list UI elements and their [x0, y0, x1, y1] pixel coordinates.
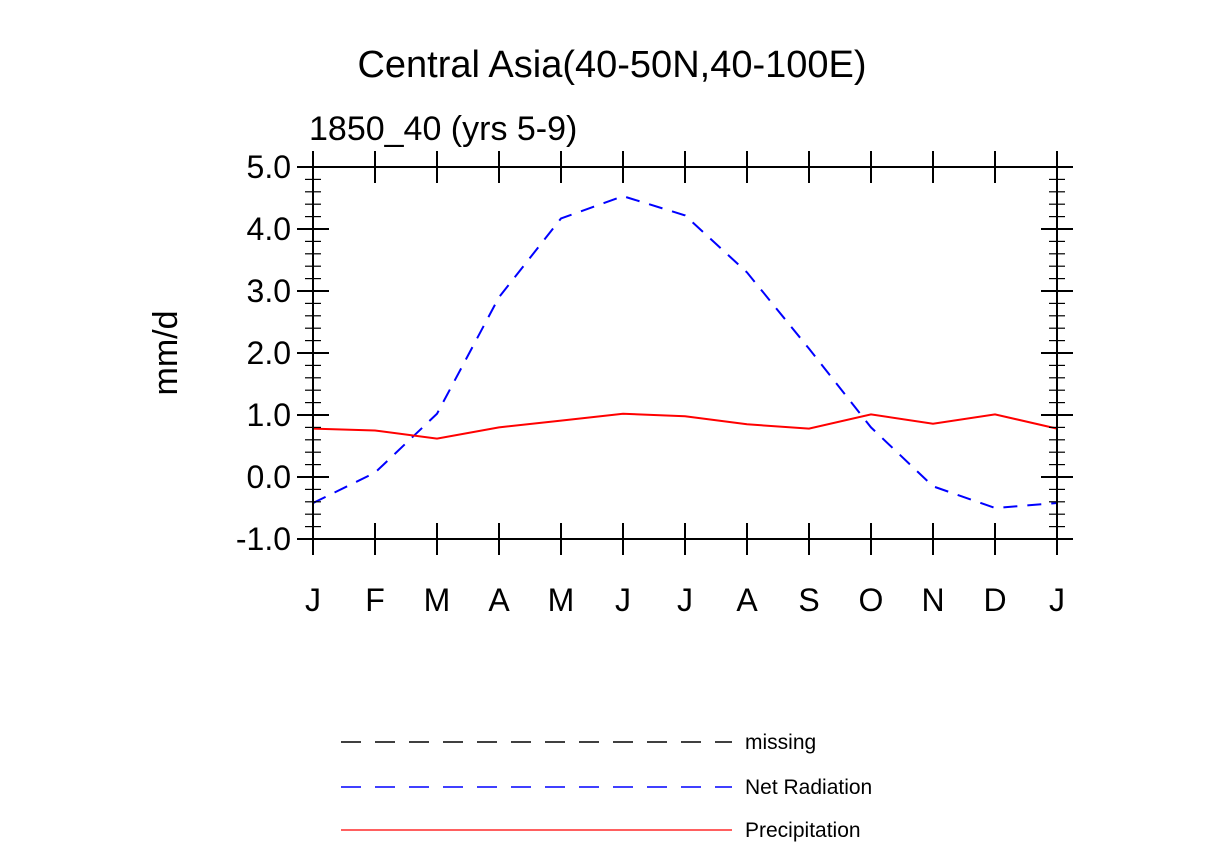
x-tick-label: J [305, 582, 321, 618]
x-tick-label: J [1049, 582, 1065, 618]
x-tick-label: J [615, 582, 631, 618]
legend-label-precipitation: Precipitation [745, 819, 861, 842]
series-layer [312, 195, 1058, 510]
axis-layer: 5.0 4.0 3.0 2.0 1.0 0.0 -1.0 J F M A M J J A S O N D J [236, 149, 1073, 618]
legend-label-missing: missing [745, 731, 816, 754]
y-tick-label: 4.0 [247, 211, 291, 247]
y-tick-label: 5.0 [247, 149, 291, 185]
y-tick-label: 3.0 [247, 273, 291, 309]
x-tick-label: O [859, 582, 884, 618]
y-tick-label: -1.0 [236, 521, 291, 557]
series-line-precipitation [312, 412, 1058, 440]
chart-title: Central Asia(40-50N,40-100E) [357, 44, 866, 86]
legend: missing Net Radiation Precipitation [341, 731, 872, 842]
chart-subtitle: 1850_40 (yrs 5-9) [309, 110, 577, 148]
x-tick-label: J [677, 582, 693, 618]
y-tick-label: 2.0 [247, 335, 291, 371]
series-line-net-radiation [312, 195, 1058, 510]
legend-label-net-radiation: Net Radiation [745, 776, 872, 799]
y-axis-label: mm/d [147, 311, 185, 396]
x-tick-label: F [365, 582, 385, 618]
x-tick-label: A [736, 582, 758, 618]
x-tick-label: N [921, 582, 944, 618]
y-tick-label: 0.0 [247, 459, 291, 495]
x-tick-label: M [424, 582, 451, 618]
plot-frame [312, 166, 1058, 540]
x-tick-label: A [488, 582, 510, 618]
x-tick-label: D [983, 582, 1006, 618]
x-tick-label: S [798, 582, 819, 618]
y-tick-label: 1.0 [247, 397, 291, 433]
plot-area: 5.0 4.0 3.0 2.0 1.0 0.0 -1.0 J F M A M J J A S O N D J [236, 149, 1073, 618]
x-tick-label: M [548, 582, 575, 618]
